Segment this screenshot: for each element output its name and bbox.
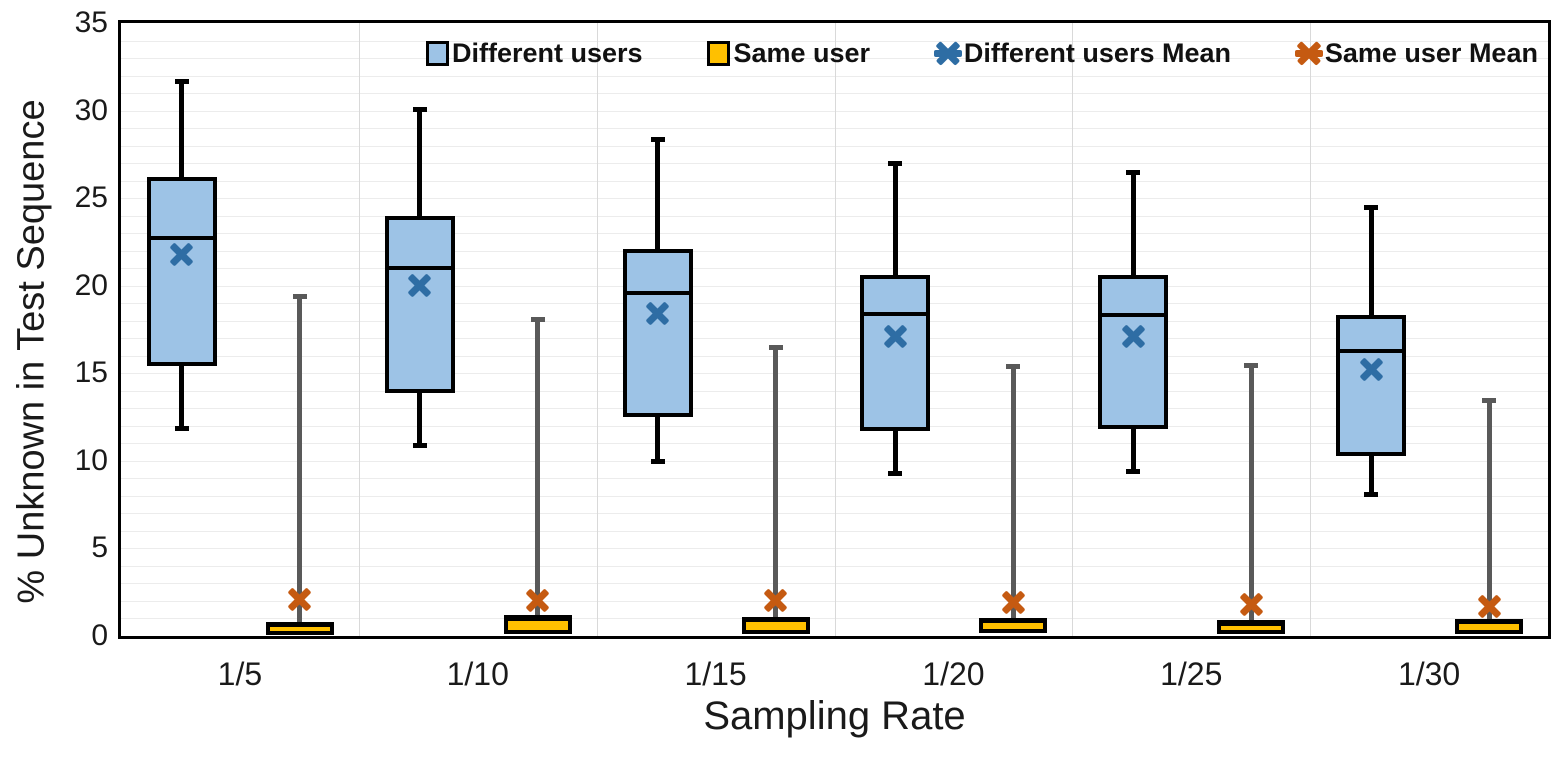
whisker-line xyxy=(1486,399,1492,635)
median-line xyxy=(148,236,215,241)
mean-marker-different-users-mean-1-5 xyxy=(169,242,194,267)
x-label-1-15: 1/15 xyxy=(684,656,747,692)
median-line xyxy=(862,311,929,316)
legend-swatch-icon xyxy=(426,40,449,66)
whisker-cap-top xyxy=(1006,364,1021,370)
whisker-cap-bottom xyxy=(412,443,427,449)
v-gridline xyxy=(834,23,836,636)
whisker-cap-bottom xyxy=(1126,469,1141,475)
whisker-line xyxy=(297,296,303,636)
median-line xyxy=(386,266,453,271)
y-tick-25: 25 xyxy=(74,181,108,215)
chart-legend: Different users Same user Different users … xyxy=(426,37,1538,69)
x-label-1-20: 1/20 xyxy=(922,656,985,692)
whisker-line xyxy=(1248,364,1254,635)
whisker-cap-bottom xyxy=(650,458,665,464)
y-tick-15: 15 xyxy=(74,356,108,390)
whisker-cap-top xyxy=(412,106,427,112)
box-rect xyxy=(146,177,217,367)
whisker-cap-top xyxy=(1482,397,1497,403)
legend-label: Different users Mean xyxy=(963,38,1231,68)
box-rect xyxy=(860,275,931,432)
whisker-cap-top xyxy=(1364,204,1379,210)
mean-marker-same-user-mean-1-5 xyxy=(287,587,312,612)
median-line xyxy=(1219,623,1284,626)
x-bar xyxy=(933,50,962,57)
x-label-1-30: 1/30 xyxy=(1397,656,1461,692)
legend-entry-different-users-mean: Different users Mean xyxy=(933,37,1231,69)
legend-label: Same user Mean xyxy=(1324,38,1538,68)
legend-label: Different users xyxy=(452,38,643,68)
x-label-1-10: 1/10 xyxy=(446,656,509,692)
legend-label: Same user xyxy=(733,38,871,68)
y-tick-20: 20 xyxy=(74,268,108,302)
median-line xyxy=(743,619,808,623)
x-bar xyxy=(1294,50,1323,57)
mean-marker-same-user-mean-1-30 xyxy=(1477,594,1502,619)
median-line xyxy=(505,618,570,622)
whisker-cap-top xyxy=(292,294,307,300)
median-line xyxy=(981,620,1046,624)
y-tick-30: 30 xyxy=(74,93,108,127)
box-rect xyxy=(1098,275,1169,430)
whisker-cap-top xyxy=(650,136,665,142)
mean-marker-different-users-mean-1-25 xyxy=(1121,324,1146,349)
y-tick-0: 0 xyxy=(91,619,108,652)
x-label-1-5: 1/5 xyxy=(217,656,263,692)
v-gridline xyxy=(1072,23,1074,636)
median-line xyxy=(1100,313,1167,318)
whisker-cap-bottom xyxy=(1364,492,1379,498)
legend-entry-different-users: Different users xyxy=(426,37,643,69)
whisker-cap-top xyxy=(768,345,783,350)
mean-marker-same-user-mean-1-25 xyxy=(1239,592,1264,617)
mean-marker-different-users-mean-1-10 xyxy=(407,273,432,298)
whisker-cap-top xyxy=(888,161,903,167)
legend-x-marker-icon xyxy=(1294,40,1323,66)
box-rect xyxy=(384,215,455,393)
median-line xyxy=(267,624,332,627)
plot-area: Different users Same user Different users … xyxy=(118,20,1551,639)
v-gridline xyxy=(596,23,598,636)
y-tick-10: 10 xyxy=(74,443,108,477)
whisker-cap-top xyxy=(1244,362,1259,368)
whisker-cap-bottom xyxy=(174,425,189,431)
box-rect xyxy=(1217,620,1286,635)
y-tick-35: 35 xyxy=(74,6,108,39)
whisker-cap-top xyxy=(174,78,189,84)
legend-entry-same-user: Same user xyxy=(707,37,870,69)
legend-x-marker-icon xyxy=(933,40,962,66)
legend-swatch-icon xyxy=(707,40,731,66)
whisker-cap-top xyxy=(530,316,545,322)
whisker-line xyxy=(1010,366,1016,634)
x-label-1-25: 1/25 xyxy=(1160,656,1223,692)
mean-marker-different-users-mean-1-20 xyxy=(883,324,908,349)
mean-marker-same-user-mean-1-20 xyxy=(1001,590,1026,615)
median-line xyxy=(1338,348,1405,353)
v-gridline xyxy=(358,23,360,636)
box-rect xyxy=(503,614,572,635)
mean-marker-same-user-mean-1-15 xyxy=(763,588,788,613)
median-line xyxy=(624,290,691,295)
v-gridline xyxy=(1310,23,1312,636)
x-axis-title: Sampling Rate xyxy=(703,694,966,738)
y-tick-5: 5 xyxy=(91,531,108,565)
whisker-line xyxy=(535,318,541,635)
box-rect xyxy=(1336,315,1407,456)
whisker-cap-top xyxy=(1126,169,1141,175)
whisker-line xyxy=(773,347,779,635)
mean-marker-same-user-mean-1-10 xyxy=(525,588,550,613)
mean-marker-different-users-mean-1-30 xyxy=(1359,357,1384,382)
mean-marker-different-users-mean-1-15 xyxy=(645,301,670,326)
legend-entry-same-user-mean: Same user Mean xyxy=(1294,37,1538,69)
median-line xyxy=(1457,621,1522,625)
whisker-cap-bottom xyxy=(888,471,903,477)
box-rect xyxy=(622,248,693,418)
